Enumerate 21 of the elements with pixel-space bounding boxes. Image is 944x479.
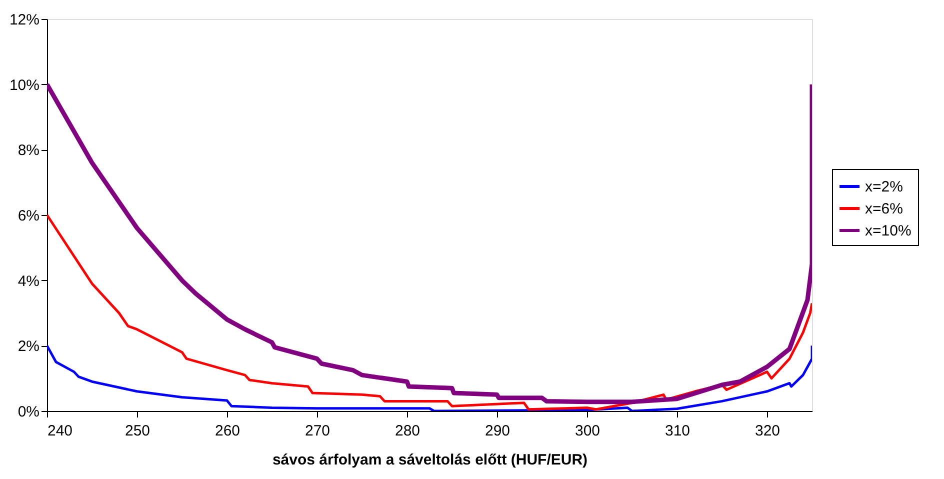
legend-label: x=10% [865,222,912,240]
x-tick-label: 240 [48,422,73,440]
x-tick-label: 280 [394,422,420,440]
y-tick-label: 4% [18,272,40,290]
y-tick-label: 12% [9,12,40,28]
x-tick-label: 320 [754,422,780,440]
y-tick-label: 6% [18,208,40,224]
x-tick-label: 270 [304,422,330,440]
x-tick-label: 250 [124,422,150,440]
line-series [47,82,812,404]
y-tick-label: 8% [18,142,40,160]
legend-label: x=2% [865,178,903,196]
y-tick-label: 0% [18,404,40,420]
x-tick-label: 310 [664,422,690,440]
y-tick-label: 10% [9,76,40,94]
x-tick-label: 290 [484,422,510,440]
x-tick-label: 260 [214,422,240,440]
y-tick-label: 2% [18,338,40,356]
legend-label: x=6% [865,200,903,218]
x-axis-title: sávos árfolyam a sáveltolás előtt (HUF/EUR) [272,452,588,468]
x-tick-label: 300 [574,422,600,440]
